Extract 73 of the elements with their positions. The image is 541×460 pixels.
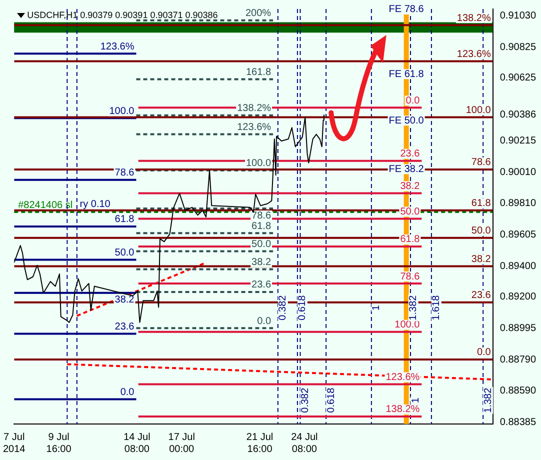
annotation: 123.6% [386, 372, 420, 383]
y-tick-label: 0.88995 [500, 323, 536, 334]
annotation: 50.0 [471, 226, 492, 237]
annotation: 200% [245, 8, 272, 20]
x-tick-label: 9 Jul 16:00 [46, 432, 72, 455]
annotation: 100.0 [246, 158, 272, 170]
annotation: ry 0.10 [80, 198, 111, 210]
x-tick-label: 24 Jul 08:00 [291, 432, 318, 455]
y-tick-label: 0.88590 [500, 385, 536, 396]
y-tick-label: 0.90386 [500, 109, 536, 120]
annotation: FE 78.6 [388, 4, 424, 16]
annotation: 78.6 [471, 157, 492, 168]
annotation: 0.0 [257, 316, 272, 327]
x-tick-label: 14 Jul 08:00 [124, 432, 150, 455]
y-tick-label: 0.89810 [500, 198, 536, 209]
annotation: 23.6 [114, 322, 135, 333]
annotation: 50.0 [400, 206, 420, 218]
annotation: 0.0 [120, 387, 135, 398]
x-tick-label: 17 Jul 00:00 [168, 432, 195, 455]
annotation: 0.0 [476, 347, 492, 358]
chart-title: USDCHF,H1 0.90379 0.90391 0.90371 0.90386 [27, 10, 218, 20]
annotation: 23.6 [400, 148, 420, 160]
ref-line-label: 1.382 [482, 387, 494, 413]
ref-line-label: 1.382 [408, 294, 420, 320]
annotation: 38.2 [471, 254, 492, 266]
ref-line-label: 1.618 [431, 294, 442, 320]
y-tick-label: 0.89605 [500, 229, 536, 240]
annotation: 61.8 [471, 198, 492, 210]
annotation: FE 50.0 [388, 115, 424, 126]
y-tick-label: 0.90215 [500, 136, 536, 147]
annotation: FE 38.2 [388, 164, 424, 175]
annotation: 78.6 [252, 210, 272, 222]
annotation: 0.0 [406, 95, 420, 106]
ref-line-label: 1 [371, 304, 382, 311]
annotation: 138.2% [456, 12, 491, 24]
annotation: 78.6 [114, 168, 135, 179]
y-tick-label: 0.90010 [500, 167, 536, 178]
annotation: 138.2% [386, 404, 420, 416]
annotation: 78.6 [400, 271, 420, 282]
y-tick-label: 0.88790 [500, 354, 536, 366]
annotation: 50.0 [114, 247, 135, 258]
y-tick-label: 0.88385 [500, 416, 536, 428]
y-tick-label: 0.90625 [500, 72, 536, 84]
y-tick-label: 0.89400 [500, 260, 536, 272]
ref-line-label: 0.382 [300, 387, 311, 413]
annotation: 61.8 [114, 214, 135, 226]
annotation: 123.6% [237, 122, 272, 134]
ref-line-label: #8241406 sl [18, 200, 73, 211]
annotation: 38.2 [400, 181, 420, 192]
x-tick-label: 21 Jul 16:00 [246, 432, 274, 455]
ref-line-label: 0.382 [278, 294, 289, 320]
annotation: 100.0 [394, 320, 420, 331]
annotation: 100.0 [109, 106, 135, 117]
annotation: 123.6% [100, 41, 134, 52]
annotation: FE 61.8 [388, 68, 424, 80]
annotation: 161.8 [246, 66, 272, 78]
annotation: 23.6 [471, 290, 492, 302]
annotation: 100.0 [466, 104, 492, 116]
annotation: 61.8 [252, 220, 272, 232]
ref-line-label: 0.618 [326, 387, 337, 413]
annotation: 123.6% [456, 49, 491, 60]
annotation: 138.2% [237, 103, 272, 114]
annotation: 50.0 [252, 238, 272, 250]
y-tick-label: 0.90825 [500, 42, 536, 53]
x-tick-label: 7 Jul 2014 [3, 432, 26, 455]
annotation: 61.8 [400, 234, 420, 246]
annotation: 38.2 [114, 294, 135, 306]
y-tick-label: 0.91030 [500, 10, 536, 22]
annotation: 38.2 [252, 256, 272, 268]
ref-line-label: 1 [410, 397, 422, 404]
annotation: 23.6 [252, 280, 272, 291]
ref-line-label: 0.618 [297, 294, 308, 320]
y-tick-label: 0.89200 [500, 292, 536, 303]
